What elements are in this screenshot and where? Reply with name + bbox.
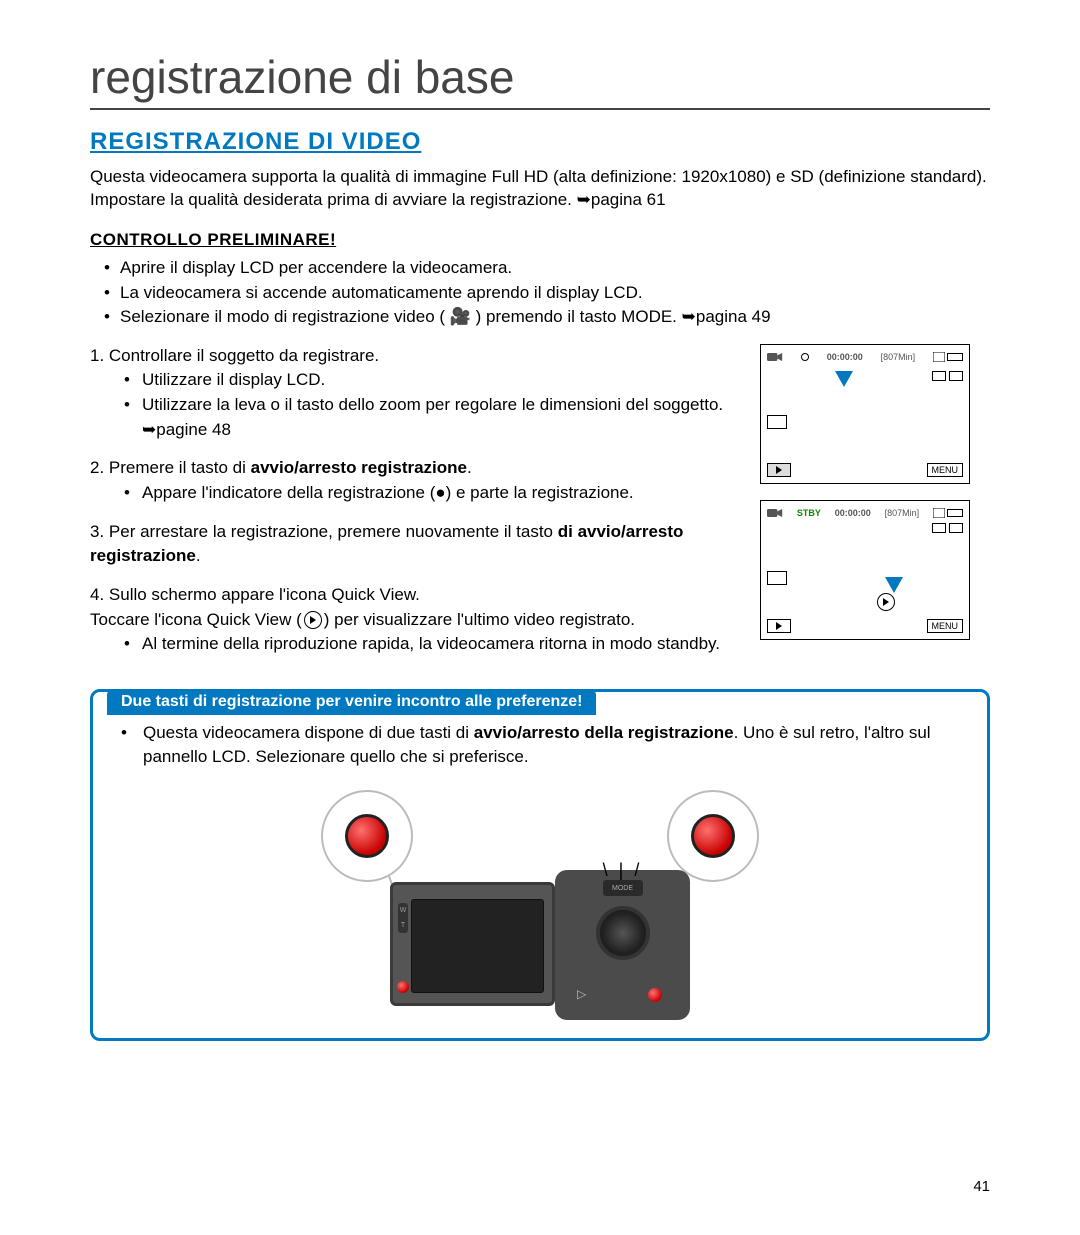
- rec-button-callout-lcd: [321, 790, 413, 882]
- indicator-icon: [949, 523, 963, 533]
- mode-icon: [767, 415, 787, 429]
- page-number: 41: [973, 1178, 990, 1195]
- indicator-icon: [932, 371, 946, 381]
- pointer-arrow-icon: [835, 371, 853, 387]
- timecode: 00:00:00: [835, 508, 871, 518]
- indicator-icon: [932, 523, 946, 533]
- play-triangle-icon: ▷: [577, 986, 586, 1003]
- section-title: REGISTRAZIONE DI VIDEO: [90, 128, 990, 156]
- preliminary-heading: CONTROLLO PRELIMINARE!: [90, 230, 990, 250]
- rec-indicator-icon: [801, 353, 809, 361]
- intro-paragraph: Questa videocamera supporta la qualità d…: [90, 166, 990, 212]
- rec-button-icon: [345, 814, 389, 858]
- step-lead: 2. Premere il tasto di avvio/arresto reg…: [90, 456, 740, 481]
- preliminary-item: Selezionare il modo di registrazione vid…: [104, 305, 990, 330]
- lcd-screen-standby: STBY 00:00:00 [807Min] MENU: [760, 500, 970, 640]
- step-tail: Toccare l'icona Quick View () per visual…: [90, 608, 740, 633]
- step-1: 1. Controllare il soggetto da registrare…: [90, 344, 740, 443]
- step-sub: Utilizzare il display LCD.: [124, 368, 740, 393]
- step-4: 4. Sullo schermo appare l'icona Quick Vi…: [90, 583, 740, 657]
- battery-icon: [947, 353, 963, 361]
- step-sub: Al termine della riproduzione rapida, la…: [124, 632, 740, 657]
- preliminary-list: Aprire il display LCD per accendere la v…: [90, 256, 990, 330]
- lens-icon: [596, 906, 650, 960]
- preliminary-item: Aprire il display LCD per accendere la v…: [104, 256, 990, 281]
- step-sub: Utilizzare la leva o il tasto dello zoom…: [124, 393, 740, 442]
- step-3: 3. Per arrestare la registrazione, preme…: [90, 520, 740, 569]
- camcorder-icon: [767, 507, 783, 519]
- lcd-rec-button: [397, 981, 409, 993]
- step-sub: Appare l'indicatore della registrazione …: [124, 481, 740, 506]
- quickview-icon: [304, 611, 322, 629]
- page-title: registrazione di base: [90, 50, 990, 110]
- camcorder-icon: [767, 351, 783, 363]
- rec-button-icon: [691, 814, 735, 858]
- menu-button[interactable]: MENU: [927, 619, 964, 633]
- tip-body-text: Questa videocamera dispone di due tasti …: [121, 721, 959, 769]
- quickview-icon[interactable]: [877, 593, 895, 611]
- indicator-icon: [949, 371, 963, 381]
- stby-label: STBY: [797, 508, 821, 518]
- remaining-time: [807Min]: [881, 352, 916, 362]
- battery-icon: [947, 509, 963, 517]
- rec-button-callout-rear: [667, 790, 759, 882]
- step-lead: 1. Controllare il soggetto da registrare…: [90, 344, 740, 369]
- menu-button[interactable]: MENU: [927, 463, 964, 477]
- camcorder-body: WT \ | / MODE ▷: [390, 870, 690, 1020]
- playback-mode-button[interactable]: [767, 619, 791, 633]
- remaining-time: [807Min]: [885, 508, 920, 518]
- camcorder-illustration: WT \ | / MODE ▷: [121, 790, 959, 1020]
- preliminary-item: La videocamera si accende automaticament…: [104, 281, 990, 306]
- camcorder-grip: \ | / MODE ▷: [555, 870, 690, 1020]
- card-icon: [933, 508, 945, 518]
- card-icon: [933, 352, 945, 362]
- rear-rec-button: [648, 988, 662, 1002]
- pointer-arrow-icon: [885, 577, 903, 593]
- mode-icon: [767, 571, 787, 585]
- timecode: 00:00:00: [827, 352, 863, 362]
- playback-mode-button[interactable]: [767, 463, 791, 477]
- step-lead: 4. Sullo schermo appare l'icona Quick Vi…: [90, 583, 740, 608]
- tip-header: Due tasti di registrazione per venire in…: [107, 689, 596, 715]
- lcd-screen-recording: 00:00:00 [807Min] MENU: [760, 344, 970, 484]
- camcorder-lcd: WT: [390, 882, 555, 1006]
- tip-box: Due tasti di registrazione per venire in…: [90, 689, 990, 1042]
- step-2: 2. Premere il tasto di avvio/arresto reg…: [90, 456, 740, 505]
- mode-button: MODE: [603, 880, 643, 896]
- step-lead: 3. Per arrestare la registrazione, preme…: [90, 520, 740, 569]
